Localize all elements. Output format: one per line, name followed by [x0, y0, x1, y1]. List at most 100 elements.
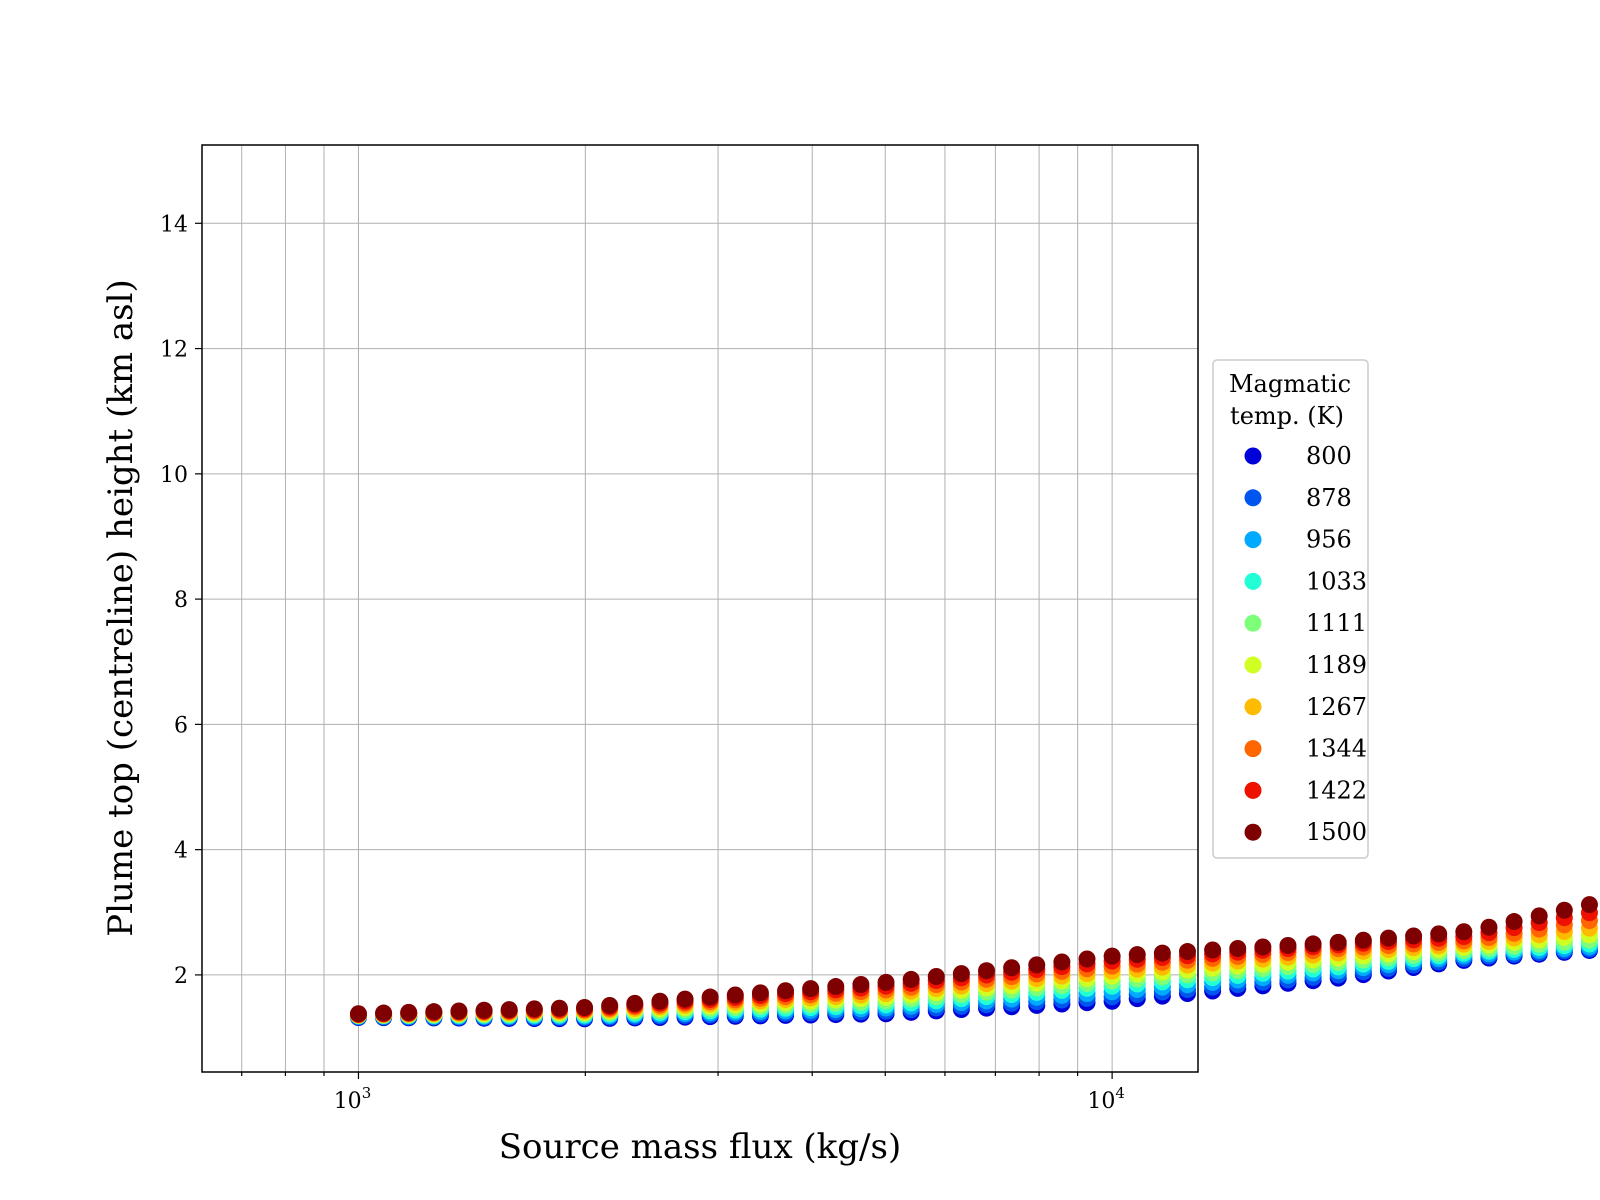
x-axis-ticks: 103104105106107	[241, 1072, 1125, 1114]
legend-label: 800	[1306, 442, 1352, 470]
y-tick-label: 14	[160, 212, 188, 237]
data-point	[375, 1004, 393, 1022]
legend-marker	[1244, 447, 1262, 465]
legend-marker	[1244, 572, 1262, 590]
y-tick-label: 4	[174, 839, 188, 864]
x-tick-label-base: 10	[334, 1089, 362, 1114]
legend-label: 1422	[1306, 776, 1367, 804]
legend-item-1422: 1422	[1244, 776, 1367, 804]
plot-area	[349, 896, 1598, 1028]
legend-marker	[1244, 531, 1262, 549]
series-1500	[349, 896, 1598, 1023]
x-tick-label-exponent: 4	[1115, 1084, 1125, 1102]
data-point	[701, 988, 719, 1006]
data-point	[1229, 940, 1247, 957]
data-point	[1053, 953, 1071, 971]
data-point	[1405, 927, 1423, 945]
x-tick-label: 103	[334, 1084, 372, 1114]
data-point	[927, 968, 945, 986]
data-point	[1204, 941, 1222, 959]
legend-item-956: 956	[1244, 526, 1352, 554]
data-point	[952, 965, 970, 983]
legend-marker	[1244, 740, 1262, 758]
legend-marker	[1244, 823, 1262, 841]
data-point	[1354, 931, 1372, 949]
data-point	[1530, 907, 1548, 925]
data-point	[902, 970, 920, 988]
data-point	[349, 1005, 367, 1023]
y-tick-label: 8	[174, 588, 188, 613]
data-point	[1379, 929, 1397, 947]
x-axis-title: Source mass flux (kg/s)	[499, 1127, 901, 1167]
data-point	[802, 980, 820, 998]
legend-label: 1344	[1306, 735, 1367, 763]
data-point	[1178, 943, 1196, 961]
legend-label: 1500	[1306, 818, 1367, 846]
data-point	[1103, 947, 1121, 965]
legend-label: 1267	[1306, 693, 1367, 721]
data-point	[1153, 944, 1171, 962]
data-point	[626, 994, 644, 1012]
data-point	[651, 992, 669, 1010]
data-point	[450, 1002, 468, 1020]
data-point	[1480, 918, 1498, 936]
data-point	[475, 1001, 493, 1019]
data-point	[1455, 923, 1473, 941]
legend-title-line1: Magmatic	[1229, 370, 1351, 398]
data-point	[1279, 936, 1297, 954]
legend: Magmatic temp. (K) 800 878 956 1033 1111 1189…	[1212, 359, 1369, 859]
y-axis-title: Plume top (centreline) height (km asl)	[101, 279, 141, 937]
legend-label: 1033	[1306, 567, 1367, 595]
legend-item-1033: 1033	[1244, 567, 1367, 595]
x-tick-label-exponent: 3	[362, 1084, 372, 1102]
legend-label: 1189	[1306, 651, 1367, 679]
data-point	[550, 999, 568, 1017]
y-tick-label: 2	[174, 964, 188, 989]
legend-title-line2: temp. (K)	[1230, 402, 1344, 430]
data-point	[1128, 946, 1146, 964]
legend-item-1344: 1344	[1244, 735, 1367, 763]
data-point	[1329, 933, 1347, 951]
x-tick-label: 104	[1087, 1084, 1125, 1114]
legend-item-1267: 1267	[1244, 693, 1367, 721]
legend-marker	[1244, 489, 1262, 507]
data-point	[1555, 901, 1573, 919]
legend-marker	[1244, 781, 1262, 799]
data-point	[1003, 959, 1021, 977]
legend-item-800: 800	[1244, 442, 1352, 470]
data-point	[726, 986, 744, 1004]
data-point	[751, 984, 769, 1002]
legend-marker	[1244, 614, 1262, 632]
data-point	[601, 996, 619, 1014]
legend-item-1500: 1500	[1244, 818, 1367, 846]
data-point	[576, 999, 594, 1017]
grid-lines	[202, 145, 1198, 1072]
data-point	[1254, 938, 1272, 956]
legend-frame	[1212, 359, 1369, 859]
y-tick-label: 12	[160, 338, 188, 363]
legend-items: 800 878 956 1033 1111 1189 1267 1344 1422 1500	[1244, 442, 1367, 846]
legend-label: 956	[1306, 526, 1352, 554]
data-point	[777, 982, 795, 1000]
data-point	[525, 1000, 543, 1018]
y-tick-label: 10	[160, 463, 188, 488]
data-point	[1430, 925, 1448, 943]
plot-frame	[201, 144, 1199, 1073]
data-point	[425, 1003, 443, 1021]
legend-marker	[1244, 698, 1262, 716]
data-point	[500, 1001, 518, 1019]
legend-item-1189: 1189	[1244, 651, 1367, 679]
data-point	[852, 975, 870, 993]
data-point	[877, 973, 895, 991]
data-point	[676, 990, 694, 1008]
y-axis-ticks: 2 4 6 8 10 12 14	[160, 212, 202, 989]
x-tick-label-base: 10	[1087, 1089, 1115, 1114]
data-point	[1580, 896, 1598, 914]
data-point	[1505, 913, 1523, 931]
legend-label: 1111	[1306, 609, 1367, 637]
data-point	[827, 978, 845, 996]
legend-label: 878	[1306, 484, 1352, 512]
legend-item-878: 878	[1244, 484, 1352, 512]
data-point	[1028, 956, 1046, 974]
